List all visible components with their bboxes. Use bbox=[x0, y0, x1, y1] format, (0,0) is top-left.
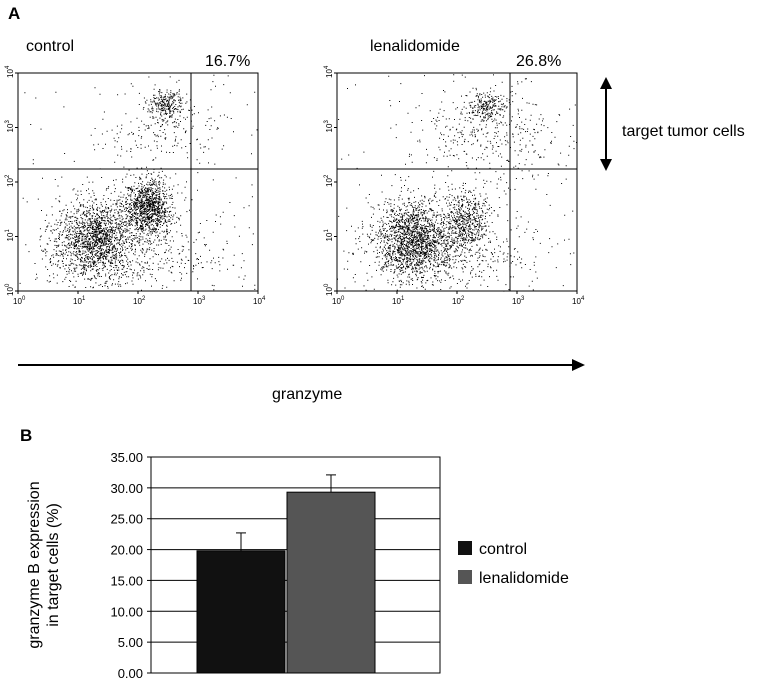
legend-swatch-control bbox=[458, 541, 472, 555]
granzyme-label: granzyme bbox=[272, 386, 342, 403]
percent-control: 16.7% bbox=[205, 53, 250, 70]
y-tick-label: 10.00 bbox=[110, 604, 143, 619]
y-tick-label: 10 bbox=[6, 69, 15, 78]
plot-title-control: control bbox=[26, 38, 74, 55]
bar-y-ticks: 0.00 5.00 10.00 15.00 20.00 25.00 30.00 35.00 bbox=[110, 450, 151, 680]
y-tick-label: 0.00 bbox=[118, 666, 143, 680]
y-tick-label: 10 bbox=[325, 123, 334, 132]
plot-frame-control bbox=[17, 72, 259, 292]
legend-label-lenalidomide: lenalidomide bbox=[479, 570, 569, 587]
x-tick-exponent: 0 bbox=[22, 296, 26, 302]
x-tick-exponent: 1 bbox=[82, 296, 86, 302]
target-cells-double-arrow bbox=[600, 77, 612, 171]
y-axis-label-line2: in target cells (%) bbox=[45, 503, 62, 627]
bar-legend: control lenalidomide bbox=[458, 541, 569, 587]
x-tick-label: 10 bbox=[572, 297, 581, 306]
x-tick-label: 10 bbox=[392, 297, 401, 306]
y-tick-exponent: 1 bbox=[324, 229, 330, 233]
y-tick-label: 20.00 bbox=[110, 543, 143, 558]
bar-chart: granzyme B expression in target cells (%… bbox=[26, 450, 569, 680]
y-tick-label: 30.00 bbox=[110, 481, 143, 496]
y-tick-exponent: 4 bbox=[324, 65, 330, 69]
x-tick-label: 10 bbox=[13, 297, 22, 306]
plot-frame-lenalidomide bbox=[336, 72, 578, 292]
x-tick-exponent: 3 bbox=[521, 296, 525, 302]
plot-title-lenalidomide: lenalidomide bbox=[370, 38, 460, 55]
x-tick-exponent: 3 bbox=[202, 296, 206, 302]
y-tick-label: 10 bbox=[325, 287, 334, 296]
x-tick-label: 10 bbox=[193, 297, 202, 306]
y-tick-label: 10 bbox=[6, 123, 15, 132]
bars bbox=[196, 474, 376, 674]
legend-label-control: control bbox=[479, 541, 527, 558]
y-tick-label: 10 bbox=[6, 232, 15, 241]
y-tick-label: 35.00 bbox=[110, 450, 143, 465]
x-tick-exponent: 4 bbox=[262, 296, 266, 302]
scatter-dots-lenalidomide bbox=[337, 74, 577, 292]
bar-control bbox=[196, 550, 286, 674]
x-tick-label: 10 bbox=[73, 297, 82, 306]
scatter-dots-control bbox=[19, 74, 258, 291]
x-tick-exponent: 4 bbox=[581, 296, 585, 302]
y-tick-label: 10 bbox=[325, 69, 334, 78]
y-tick-exponent: 1 bbox=[5, 229, 11, 233]
y-tick-exponent: 0 bbox=[5, 283, 11, 287]
x-tick-exponent: 2 bbox=[142, 296, 146, 302]
granzyme-axis-arrow bbox=[18, 359, 585, 371]
percent-lenalidomide: 26.8% bbox=[516, 53, 561, 70]
y-tick-label: 15.00 bbox=[110, 573, 143, 588]
x-tick-label: 10 bbox=[512, 297, 521, 306]
y-tick-exponent: 3 bbox=[324, 120, 330, 124]
x-tick-label: 10 bbox=[332, 297, 341, 306]
y-tick-label: 5.00 bbox=[118, 635, 143, 650]
panel-a-letter: A bbox=[8, 4, 20, 23]
x-tick-exponent: 0 bbox=[341, 296, 345, 302]
target-tumor-cells-label: target tumor cells bbox=[622, 123, 745, 140]
x-tick-exponent: 1 bbox=[401, 296, 405, 302]
y-tick-exponent: 0 bbox=[324, 283, 330, 287]
x-tick-label: 10 bbox=[133, 297, 142, 306]
bar-lenalidomide bbox=[286, 491, 376, 674]
y-axis-label-line1: granzyme B expression bbox=[26, 481, 43, 648]
y-tick-exponent: 4 bbox=[5, 65, 11, 69]
scatter-events bbox=[19, 74, 258, 291]
bar-plot-frame bbox=[150, 456, 441, 674]
y-tick-label: 25.00 bbox=[110, 512, 143, 527]
y-tick-label: 10 bbox=[325, 232, 334, 241]
scatter-events bbox=[337, 74, 577, 292]
y-tick-exponent: 3 bbox=[5, 120, 11, 124]
y-tick-exponent: 2 bbox=[5, 174, 11, 178]
panel-b-letter: B bbox=[20, 426, 32, 445]
y-tick-exponent: 2 bbox=[324, 174, 330, 178]
y-tick-label: 10 bbox=[6, 287, 15, 296]
y-tick-label: 10 bbox=[325, 178, 334, 187]
x-tick-label: 10 bbox=[253, 297, 262, 306]
legend-swatch-lenalidomide bbox=[458, 570, 472, 584]
x-tick-exponent: 2 bbox=[461, 296, 465, 302]
x-tick-label: 10 bbox=[452, 297, 461, 306]
y-tick-label: 10 bbox=[6, 178, 15, 187]
